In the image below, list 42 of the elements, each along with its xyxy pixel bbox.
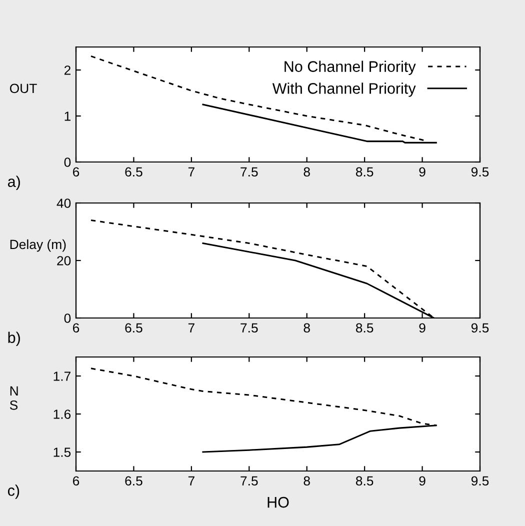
x-tick-label: 9.5 — [471, 476, 489, 486]
x-axis-title: HO — [268, 496, 289, 508]
y-axis-title: Delay (m) — [10, 239, 66, 252]
text: c) — [8, 484, 20, 499]
x-tick-label: 6 — [73, 167, 80, 177]
y-tick-label: 0 — [64, 158, 71, 167]
y-axis-title: OUT — [10, 84, 37, 94]
y-tick-label: 0 — [64, 314, 71, 323]
x-tick-label: 7.5 — [240, 323, 258, 333]
x-tick-label: 7.5 — [240, 167, 258, 177]
x-tick-label: 9.5 — [471, 323, 489, 333]
y-tick-label: 2 — [64, 66, 70, 75]
y-tick-label: 20 — [57, 256, 71, 266]
y-tick-label: 1 — [64, 112, 70, 121]
legend-label: With Channel Priority — [272, 82, 416, 97]
x-tick-label: 9 — [419, 476, 426, 486]
x-tick-label: 8 — [304, 323, 310, 333]
x-tick-label: 7.5 — [240, 476, 258, 486]
x-tick-label: 8.5 — [356, 476, 374, 486]
x-tick-label: 9 — [419, 323, 426, 333]
x-tick-label: 6 — [73, 476, 80, 486]
x-tick-label: 9 — [419, 167, 426, 177]
y-tick-label: 40 — [56, 198, 71, 208]
x-tick-label: 8.5 — [356, 323, 374, 333]
x-tick-label: 6 — [73, 323, 80, 333]
x-tick-label: 7 — [188, 476, 194, 486]
x-tick-label: 8 — [304, 476, 310, 486]
x-tick-label: 6.5 — [125, 476, 142, 486]
x-tick-label: 6.5 — [125, 167, 142, 177]
text: b) — [8, 332, 20, 346]
x-tick-label: 7 — [188, 167, 194, 176]
legend-label: No Channel Priority — [284, 60, 416, 75]
x-tick-label: 9.5 — [471, 167, 489, 177]
y-tick-label: 1.7 — [54, 372, 70, 381]
x-tick-label: 8.5 — [356, 167, 374, 177]
y-tick-label: 1.5 — [54, 448, 71, 457]
x-tick-label: 6.5 — [125, 323, 142, 333]
y-axis-title: N S — [10, 386, 18, 410]
text: a) — [8, 176, 20, 190]
x-tick-label: 8 — [304, 167, 310, 177]
y-tick-label: 1.6 — [54, 410, 71, 419]
x-tick-label: 7 — [188, 323, 194, 332]
